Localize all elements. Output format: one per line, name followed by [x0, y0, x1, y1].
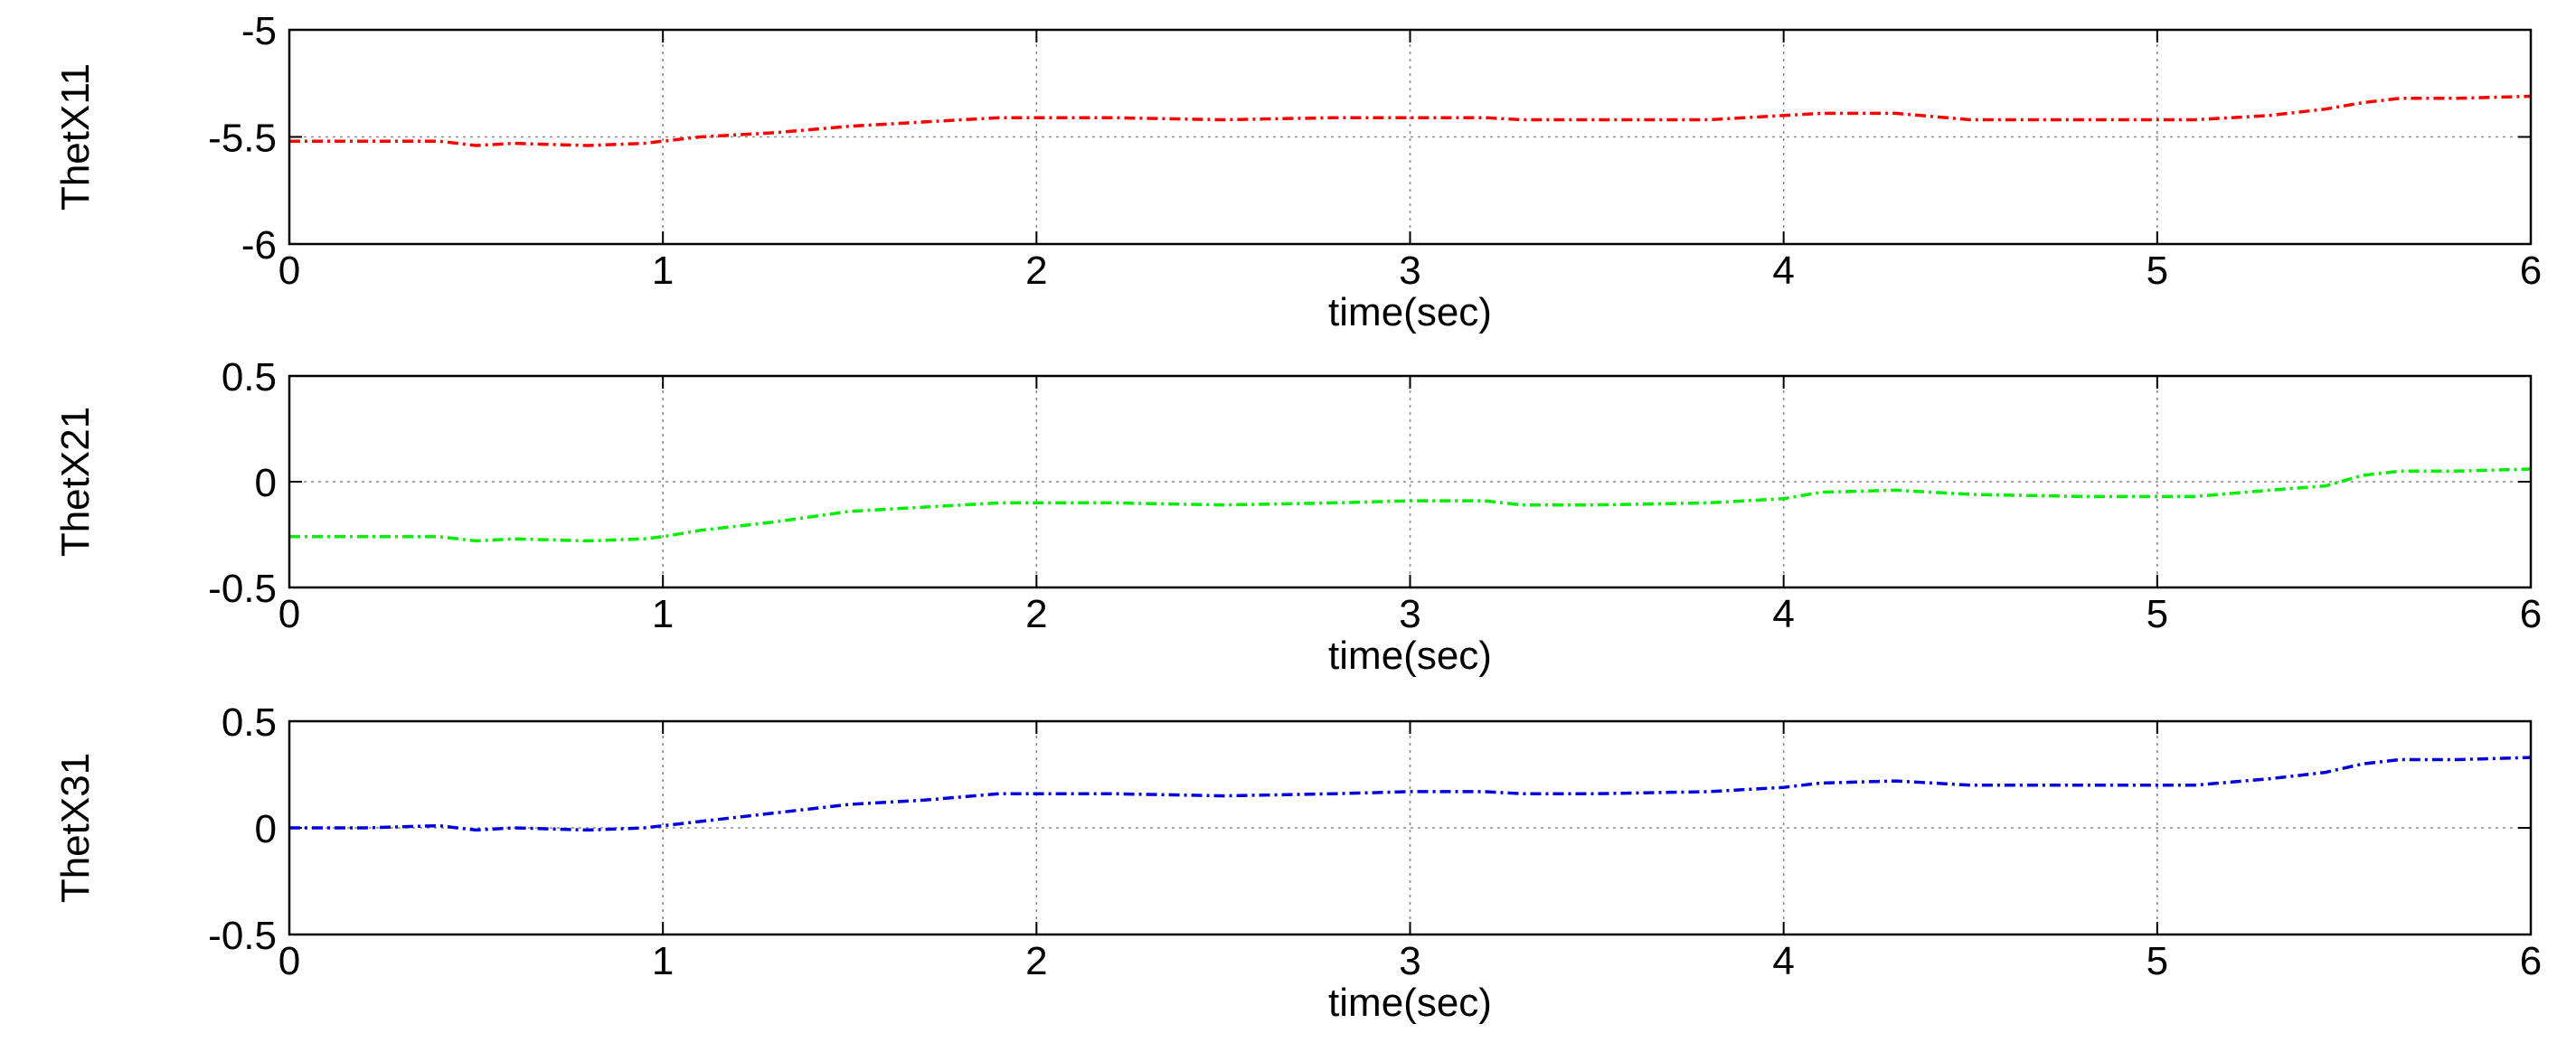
subplot-1: 0 1 2 3 4 5 6 -6 -5.5 -5 time(sec) ThetX11	[53, 9, 2542, 334]
x-tick-label: 5	[2147, 939, 2168, 983]
y-tick-label: -6	[241, 223, 277, 268]
y-axis-label: ThetX11	[53, 63, 98, 211]
x-tick-label: 2	[1025, 592, 1047, 636]
x-tick-label: 0	[278, 592, 300, 636]
x-tick-label: 1	[652, 592, 674, 636]
x-tick-label: 4	[1772, 249, 1794, 293]
x-tick-label: 4	[1772, 592, 1794, 636]
x-tick-label: 6	[2520, 939, 2542, 983]
x-tick-label: 2	[1025, 249, 1047, 293]
x-tick-label: 5	[2147, 249, 2168, 293]
x-tick-label: 6	[2520, 249, 2542, 293]
y-tick-label: 0	[255, 461, 277, 505]
y-tick-label: -5.5	[208, 117, 277, 161]
x-tick-label: 2	[1025, 939, 1047, 983]
x-tick-label: 6	[2520, 592, 2542, 636]
x-tick-label: 1	[652, 939, 674, 983]
x-axis-label: time(sec)	[1328, 981, 1492, 1025]
x-tick-label: 5	[2147, 592, 2168, 636]
x-axis-label: time(sec)	[1328, 290, 1492, 334]
x-tick-label: 3	[1399, 939, 1420, 983]
plot-area	[288, 28, 2533, 246]
plot-area	[288, 374, 2533, 589]
y-tick-label: 0.5	[222, 700, 277, 745]
x-tick-label: 0	[278, 939, 300, 983]
plot-area	[288, 719, 2533, 936]
x-tick-label: 3	[1399, 249, 1420, 293]
y-tick-label: 0	[255, 807, 277, 851]
x-tick-label: 4	[1772, 939, 1794, 983]
y-axis-label: ThetX21	[53, 407, 98, 557]
y-tick-label: 0.5	[222, 355, 277, 399]
y-axis-label: ThetX31	[53, 753, 98, 903]
y-tick-label: -0.5	[208, 567, 277, 611]
x-tick-label: 3	[1399, 592, 1420, 636]
x-tick-label: 0	[278, 249, 300, 293]
x-axis-label: time(sec)	[1328, 634, 1492, 678]
y-tick-label: -0.5	[208, 914, 277, 958]
series-line-1-1	[289, 94, 2532, 147]
x-tick-label: 1	[652, 249, 674, 293]
series-line-2-1	[289, 467, 2532, 543]
y-tick-label: -5	[241, 9, 277, 53]
